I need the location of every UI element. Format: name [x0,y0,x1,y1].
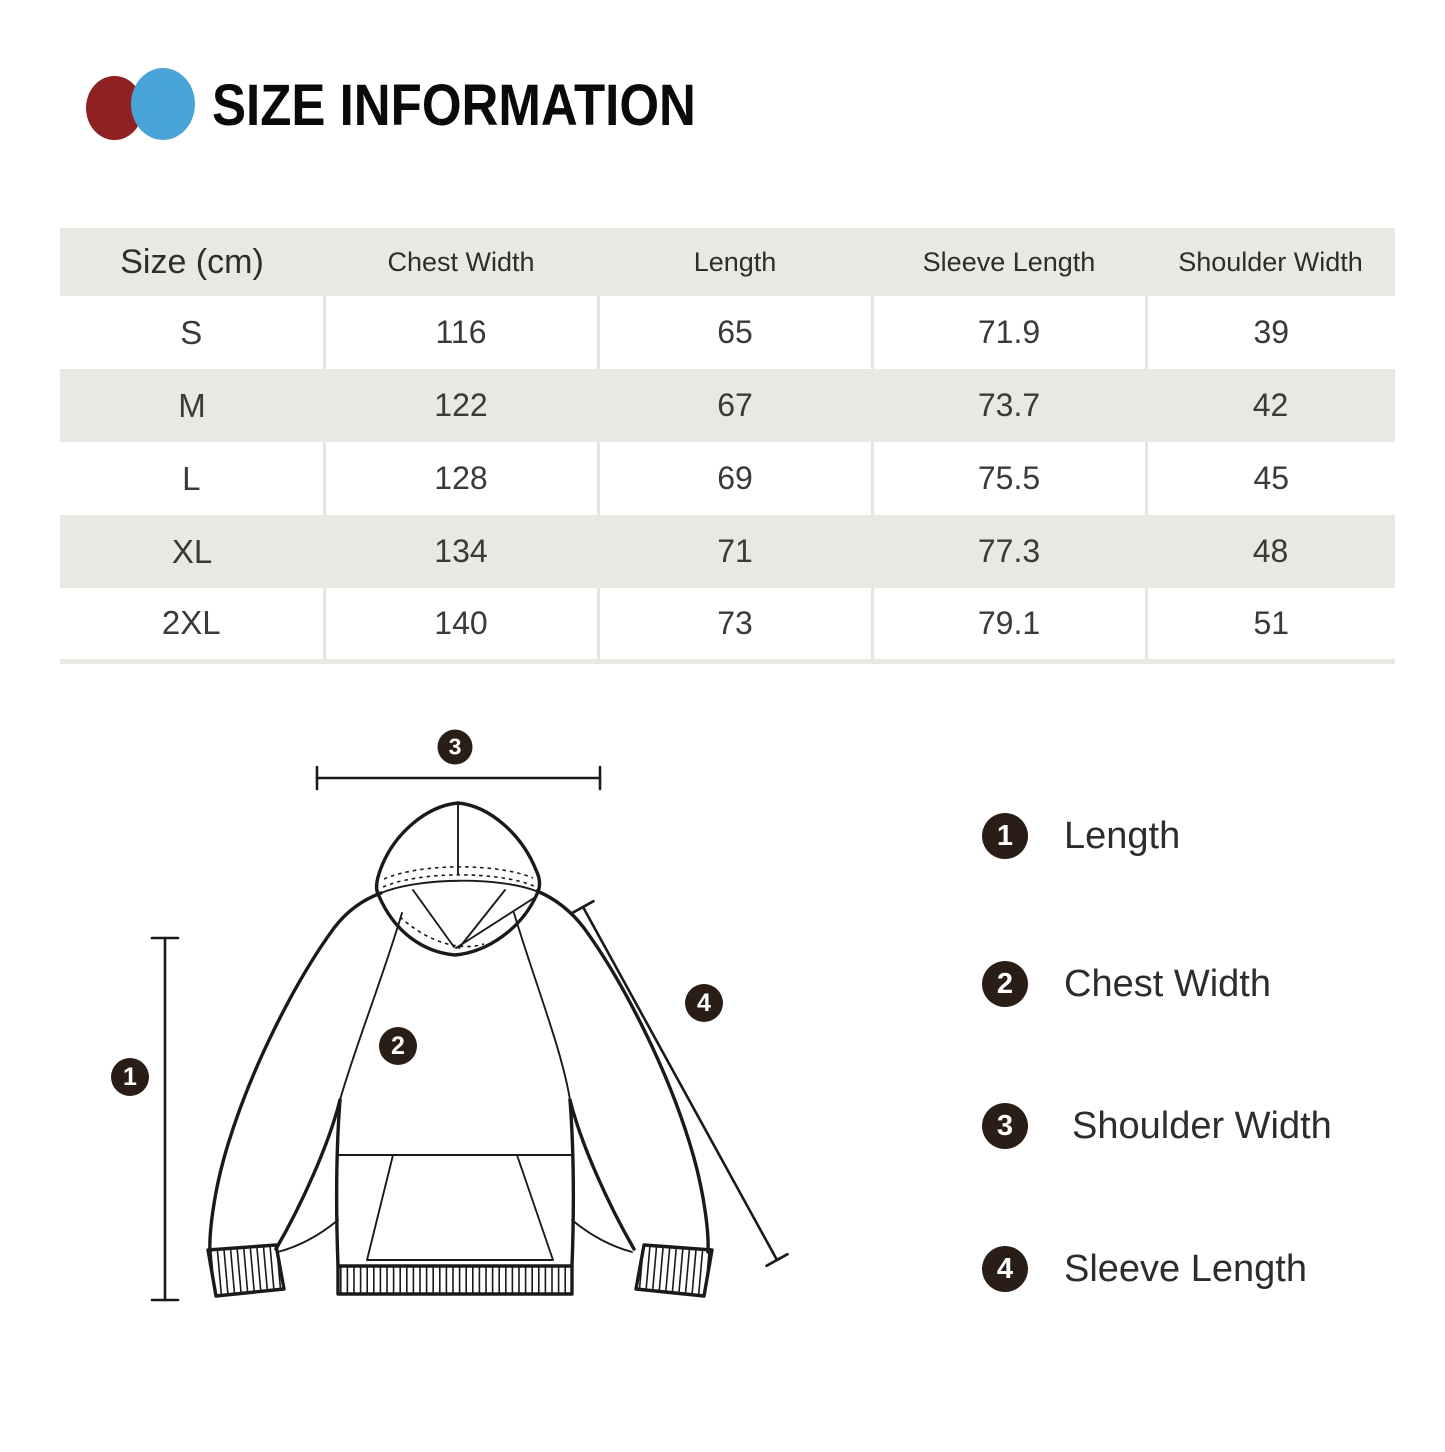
cell-chest-width: 116 [322,296,598,369]
legend-item-length: 1 Length [982,813,1180,859]
right-sleeve-front-edge [571,1219,633,1253]
legend-label-sleeve-length: Sleeve Length [1064,1247,1307,1290]
cell-shoulder-width: 39 [1144,296,1395,369]
hood-outline [374,801,542,957]
cell-chest-width: 128 [322,442,598,515]
legend-label-chest-width: Chest Width [1064,962,1271,1005]
column-header-chest-width: Chest Width [387,246,535,277]
cell-sleeve-length: 73.7 [977,387,1041,423]
cell-shoulder-width: 42 [1252,387,1289,423]
size-label: M [178,386,206,424]
brim-stitch-upper [383,866,534,880]
table-header-row: Size (cm) Chest Width Length Sleeve Leng… [60,228,1395,296]
left-sleeve-inner [274,1098,342,1251]
table-row-s: S 116 65 71.9 39 [60,296,1395,369]
body-left-seam [334,1098,342,1268]
body-right-seam [568,1098,576,1268]
brim-stitch-lower [382,874,535,888]
column-header-shoulder-width: Shoulder Width [1178,246,1363,277]
table-row-xl: XL 134 71 77.3 48 [60,515,1395,588]
legend-label-length: Length [1064,814,1181,857]
face-opening-left [412,889,455,948]
right-sleeve-inner [568,1098,636,1251]
dimension-lines [150,765,789,1302]
cell-length: 67 [717,387,753,423]
neck-stitch [399,916,485,948]
ribbing-texture [210,1245,710,1295]
page-title: SIZE INFORMATION [212,73,696,138]
size-table-header: Size (cm) Chest Width Length Sleeve Leng… [60,228,1395,296]
table-row-m: M 122 67 73.7 42 [60,369,1395,442]
size-label: XL [171,532,213,570]
logo-dot-blue-icon [131,68,195,140]
right-cuff [634,1243,714,1298]
left-raglan-seam [339,912,403,1101]
kangaroo-pocket [366,1154,554,1261]
cell-length: 65 [596,296,872,369]
table-row-l: L 128 69 75.5 45 [60,442,1395,515]
legend-label-shoulder-width: Shoulder Width [1072,1104,1332,1147]
legend-item-chest-width: 2 Chest Width [982,961,1271,1007]
hoodie-outline [206,801,714,1298]
legend-item-shoulder-width: 3 Shoulder Width [982,1103,1332,1149]
diagram-marker-4: 4 [685,984,723,1022]
hood-brim-edge [380,879,537,894]
cell-length: 71 [717,533,753,569]
size-label: 2XL [161,604,221,642]
cell-shoulder-width: 48 [1252,533,1289,569]
hoodie-seams [277,803,633,1261]
stitch-lines [382,866,535,948]
cell-sleeve-length: 75.5 [870,442,1146,515]
size-table: Size (cm) Chest Width Length Sleeve Leng… [60,228,1395,664]
hoodie-measurement-diagram: 1 2 3 4 [110,700,810,1400]
cell-length: 69 [596,442,872,515]
column-header-sleeve-length: Sleeve Length [922,246,1096,277]
diagram-marker-3: 3 [437,729,473,765]
cell-sleeve-length: 79.1 [870,588,1146,661]
face-opening-right [458,889,506,949]
legend-number-2: 2 [982,961,1028,1007]
cell-sleeve-length: 71.9 [870,296,1146,369]
cell-chest-width: 140 [322,588,598,661]
right-sleeve-outer [535,889,710,1254]
hem-band [336,1264,574,1296]
diagram-marker-1: 1 [111,1058,149,1096]
hood-crossover [455,897,535,949]
cell-chest-width: 122 [434,387,488,423]
diagram-marker-2: 2 [379,1027,417,1065]
legend-number-3: 3 [982,1103,1028,1149]
cell-shoulder-width: 45 [1144,442,1395,515]
column-header-length: Length [693,246,777,277]
hoodie-illustration [150,765,789,1302]
cell-shoulder-width: 51 [1144,588,1395,661]
table-row-2xl: 2XL 140 73 79.1 51 [60,588,1395,661]
legend-number-4: 4 [982,1246,1028,1292]
cell-length: 73 [596,588,872,661]
left-sleeve-outer [208,891,383,1254]
size-label: L [182,459,201,497]
column-header-size: Size (cm) [120,242,264,281]
right-raglan-seam [513,912,571,1101]
cell-chest-width: 134 [434,533,488,569]
size-label: S [180,313,203,351]
legend-number-1: 1 [982,813,1028,859]
left-sleeve-front-edge [277,1219,339,1253]
sleeve-length-dimension-line [581,905,779,1262]
left-cuff [206,1243,286,1298]
legend-item-sleeve-length: 4 Sleeve Length [982,1246,1307,1292]
cell-sleeve-length: 77.3 [977,533,1041,569]
